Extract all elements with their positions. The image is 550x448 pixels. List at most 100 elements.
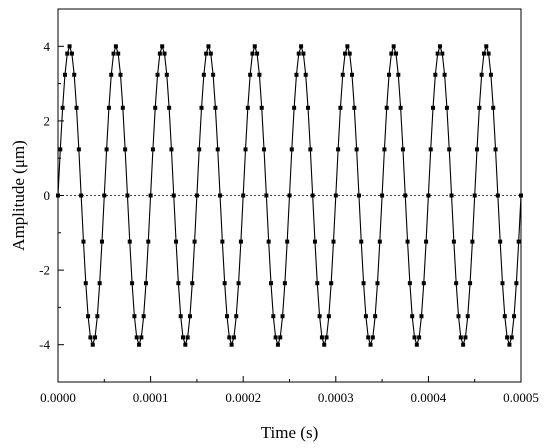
- data-point: [495, 193, 500, 198]
- data-point: [405, 239, 410, 244]
- data-point: [79, 193, 84, 198]
- data-point: [95, 314, 100, 319]
- data-point: [81, 239, 86, 244]
- data-point: [282, 281, 287, 286]
- data-point: [454, 281, 459, 286]
- data-point: [178, 314, 183, 319]
- data-point: [472, 193, 477, 198]
- data-point: [498, 239, 503, 244]
- data-point: [361, 281, 366, 286]
- data-point: [447, 147, 452, 152]
- data-point: [243, 147, 248, 152]
- data-point: [74, 105, 79, 110]
- data-point: [493, 147, 498, 152]
- data-point: [255, 51, 260, 56]
- data-point: [194, 193, 199, 198]
- data-point: [248, 72, 253, 77]
- data-point: [69, 51, 74, 56]
- x-axis: 0.0000 0.0001 0.0002 0.0003 0.0004 0.0005: [40, 376, 539, 405]
- x-tick-label: 0.0000: [40, 390, 76, 405]
- y-tick-label: -4: [39, 337, 50, 352]
- data-point: [215, 147, 220, 152]
- data-point: [150, 147, 155, 152]
- data-point: [197, 147, 202, 152]
- data-point: [431, 105, 436, 110]
- data-point: [218, 193, 223, 198]
- data-point: [310, 193, 315, 198]
- data-point: [241, 193, 246, 198]
- data-point: [181, 335, 186, 340]
- data-point: [389, 51, 394, 56]
- data-point: [153, 105, 158, 110]
- data-point: [465, 314, 470, 319]
- data-point: [308, 147, 313, 152]
- data-point: [259, 105, 264, 110]
- data-point: [206, 44, 211, 49]
- data-point: [257, 72, 262, 77]
- data-point: [72, 72, 77, 77]
- data-point: [377, 239, 382, 244]
- data-point: [102, 193, 107, 198]
- data-point: [363, 314, 368, 319]
- data-point: [463, 335, 468, 340]
- y-tick-label: 4: [44, 39, 51, 54]
- data-point: [391, 44, 396, 49]
- data-point: [380, 193, 385, 198]
- data-point: [289, 147, 294, 152]
- data-point: [245, 105, 250, 110]
- data-point: [118, 72, 123, 77]
- data-point: [113, 44, 118, 49]
- data-point: [176, 281, 181, 286]
- data-point: [201, 72, 206, 77]
- data-point: [169, 147, 174, 152]
- data-point: [331, 239, 336, 244]
- data-point: [266, 239, 271, 244]
- data-point: [512, 314, 517, 319]
- data-point: [164, 72, 169, 77]
- data-point: [414, 342, 419, 347]
- data-point: [109, 72, 114, 77]
- data-point: [375, 281, 380, 286]
- data-point: [134, 335, 139, 340]
- data-point: [86, 314, 91, 319]
- x-tick-label: 0.0003: [318, 390, 354, 405]
- data-point: [252, 44, 257, 49]
- data-point: [433, 72, 438, 77]
- x-tick-label: 0.0001: [133, 390, 169, 405]
- data-point: [220, 239, 225, 244]
- data-point: [359, 239, 364, 244]
- data-point: [76, 147, 81, 152]
- data-point: [199, 105, 204, 110]
- data-point: [190, 281, 195, 286]
- data-point: [99, 239, 104, 244]
- data-point: [132, 314, 137, 319]
- data-point: [287, 193, 292, 198]
- data-point: [312, 239, 317, 244]
- data-point: [343, 51, 348, 56]
- data-point: [127, 239, 132, 244]
- data-point: [93, 335, 98, 340]
- data-point: [125, 193, 130, 198]
- data-point: [373, 314, 378, 319]
- data-point: [280, 314, 285, 319]
- data-point: [486, 51, 491, 56]
- data-point: [403, 193, 408, 198]
- data-point: [174, 239, 179, 244]
- data-point: [306, 105, 311, 110]
- data-point: [271, 314, 276, 319]
- data-point: [139, 335, 144, 340]
- data-point: [354, 147, 359, 152]
- data-point: [333, 193, 338, 198]
- data-point: [336, 147, 341, 152]
- plot-frame: [57, 8, 522, 383]
- data-point: [167, 105, 172, 110]
- data-point: [396, 72, 401, 77]
- data-point: [444, 105, 449, 110]
- data-point: [458, 335, 463, 340]
- data-point: [407, 281, 412, 286]
- data-point: [393, 51, 398, 56]
- data-point: [264, 193, 269, 198]
- data-point: [356, 193, 361, 198]
- data-point: [338, 105, 343, 110]
